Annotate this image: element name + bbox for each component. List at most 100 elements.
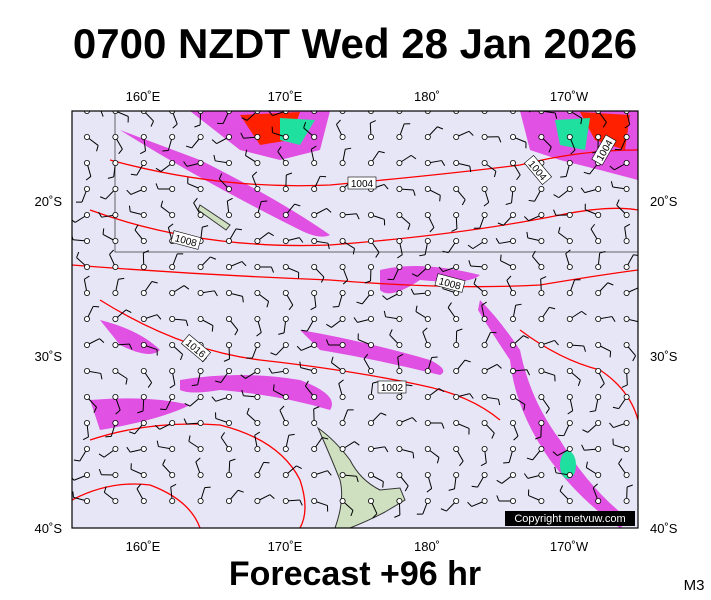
wind-barb: [560, 176, 567, 178]
wind-barb: [296, 345, 302, 351]
station: [311, 289, 318, 296]
wind-barb: [607, 282, 614, 286]
wind-barb: [245, 149, 248, 156]
wind-barb: [240, 374, 246, 379]
wind-barb: [330, 99, 331, 105]
station: [225, 445, 232, 452]
wind-barb: [495, 238, 500, 244]
wind-barb: [398, 111, 400, 112]
station: [566, 185, 573, 192]
wind-barb: [155, 167, 162, 172]
station: [566, 393, 573, 400]
wind-barb: [353, 317, 358, 323]
wind-barb: [523, 335, 529, 339]
lat-label: 30˚S: [35, 349, 63, 364]
station: [538, 419, 545, 426]
rain-core: [280, 118, 590, 479]
wind-barb: [382, 295, 388, 300]
wind-barb: [268, 111, 273, 116]
wind-barb: [288, 433, 295, 436]
wind-barb: [431, 356, 438, 359]
wind-barb: [241, 117, 248, 121]
station: [254, 237, 261, 244]
wind-barb: [655, 488, 661, 501]
station: [254, 315, 261, 322]
station: [566, 497, 573, 504]
station: [84, 133, 91, 140]
wind-barb: [311, 145, 317, 150]
wind-barb: [565, 249, 571, 255]
station: [538, 471, 545, 478]
wind-barb: [268, 367, 273, 374]
station: [367, 419, 374, 426]
wind-barb: [464, 359, 471, 363]
isobar-label-text: 1002: [381, 383, 404, 394]
wind-barb: [194, 124, 201, 128]
wind-barb: [456, 111, 457, 112]
wind-barb: [404, 485, 409, 492]
wind-barb: [109, 249, 114, 255]
wind-barb: [609, 422, 614, 428]
station: [367, 263, 374, 270]
station: [396, 289, 403, 296]
wind-barb: [327, 243, 330, 250]
station: [566, 471, 573, 478]
wind-barb: [185, 320, 189, 327]
wind-barb: [72, 477, 75, 481]
station: [595, 419, 602, 426]
wind-barb: [599, 383, 605, 389]
wind-barb: [394, 514, 401, 518]
wind-barb: [350, 510, 354, 517]
station: [623, 419, 630, 426]
wind-barb: [370, 111, 371, 112]
wind-barb: [469, 166, 472, 173]
station: [424, 133, 431, 140]
wind-barb: [626, 484, 633, 488]
station: [453, 211, 460, 218]
station: [197, 367, 204, 374]
station: [197, 211, 204, 218]
station: [424, 471, 431, 478]
wind-barb: [380, 412, 387, 416]
station: [367, 315, 374, 322]
wind-barb: [98, 468, 102, 475]
station: [623, 159, 630, 166]
station: [396, 133, 403, 140]
wind-barb: [523, 404, 526, 411]
station: [538, 315, 545, 322]
wind-barb: [438, 388, 445, 393]
wind-barb: [599, 251, 606, 254]
station: [652, 290, 657, 295]
wind-barb: [261, 200, 268, 203]
wind-barb: [268, 232, 274, 237]
station: [197, 263, 204, 270]
station: [140, 263, 147, 270]
wind-barb: [554, 112, 558, 119]
station: [254, 263, 261, 270]
wind-barb: [422, 327, 428, 333]
station: [169, 367, 176, 374]
wind-barb: [639, 416, 641, 422]
station: [367, 133, 374, 140]
station: [538, 445, 545, 452]
wind-barb: [559, 485, 564, 492]
station: [169, 471, 176, 478]
wind-barb: [610, 181, 614, 188]
station: [84, 497, 91, 504]
station: [339, 419, 346, 426]
wind-barb: [125, 378, 128, 385]
station: [84, 445, 91, 452]
wind-barb: [441, 422, 445, 429]
station: [112, 237, 119, 244]
wind-barb: [188, 435, 191, 442]
wind-barb: [480, 462, 487, 467]
station: [282, 393, 289, 400]
wind-barb: [644, 440, 655, 449]
wind-barb: [215, 380, 222, 383]
station: [112, 159, 119, 166]
wind-barb: [278, 332, 285, 335]
wind-barb: [296, 465, 302, 470]
station: [112, 263, 119, 270]
nest-box: [114, 111, 638, 253]
